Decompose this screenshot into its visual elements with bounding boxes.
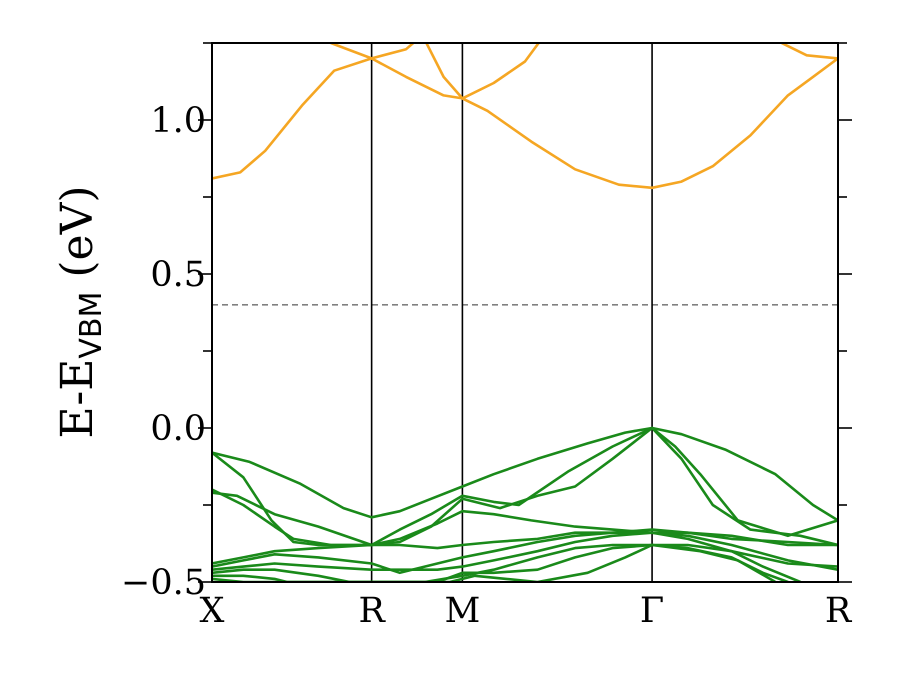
conduction-band-line xyxy=(327,43,838,190)
valence-band-line xyxy=(212,426,838,522)
x-tick-label: X xyxy=(200,591,225,631)
bands-layer xyxy=(212,43,838,582)
x-tick-label: R xyxy=(358,591,386,631)
conduction-band-line xyxy=(778,43,838,60)
y-tick-label: 1.0 xyxy=(150,101,206,141)
plot-frame xyxy=(211,42,839,583)
y-tick-label: −0.5 xyxy=(121,563,206,603)
y-tick-label: 0.0 xyxy=(150,409,206,449)
conduction-band-line xyxy=(424,43,541,100)
valence-band-line xyxy=(212,528,838,565)
valence-band-line xyxy=(212,543,777,582)
valence-band-line xyxy=(212,426,838,547)
y-tick-labels: −0.5 0.0 0.5 1.0 xyxy=(121,101,206,603)
valence-band-line xyxy=(212,531,838,572)
high-symmetry-lines xyxy=(370,43,653,582)
valence-band-line xyxy=(212,426,838,547)
conduction-band-line xyxy=(212,43,416,180)
valence-band-line xyxy=(212,531,838,575)
x-tick-label: Γ xyxy=(640,591,664,631)
y-tick-label: 0.5 xyxy=(150,255,206,295)
valence-band-line xyxy=(212,488,838,547)
y-axis-label: E-EVBM (eV) xyxy=(52,185,109,438)
valence-band-line xyxy=(212,543,802,582)
y-ticks xyxy=(198,42,852,583)
x-tick-label: M xyxy=(444,591,480,631)
x-tick-label: R xyxy=(825,591,853,631)
